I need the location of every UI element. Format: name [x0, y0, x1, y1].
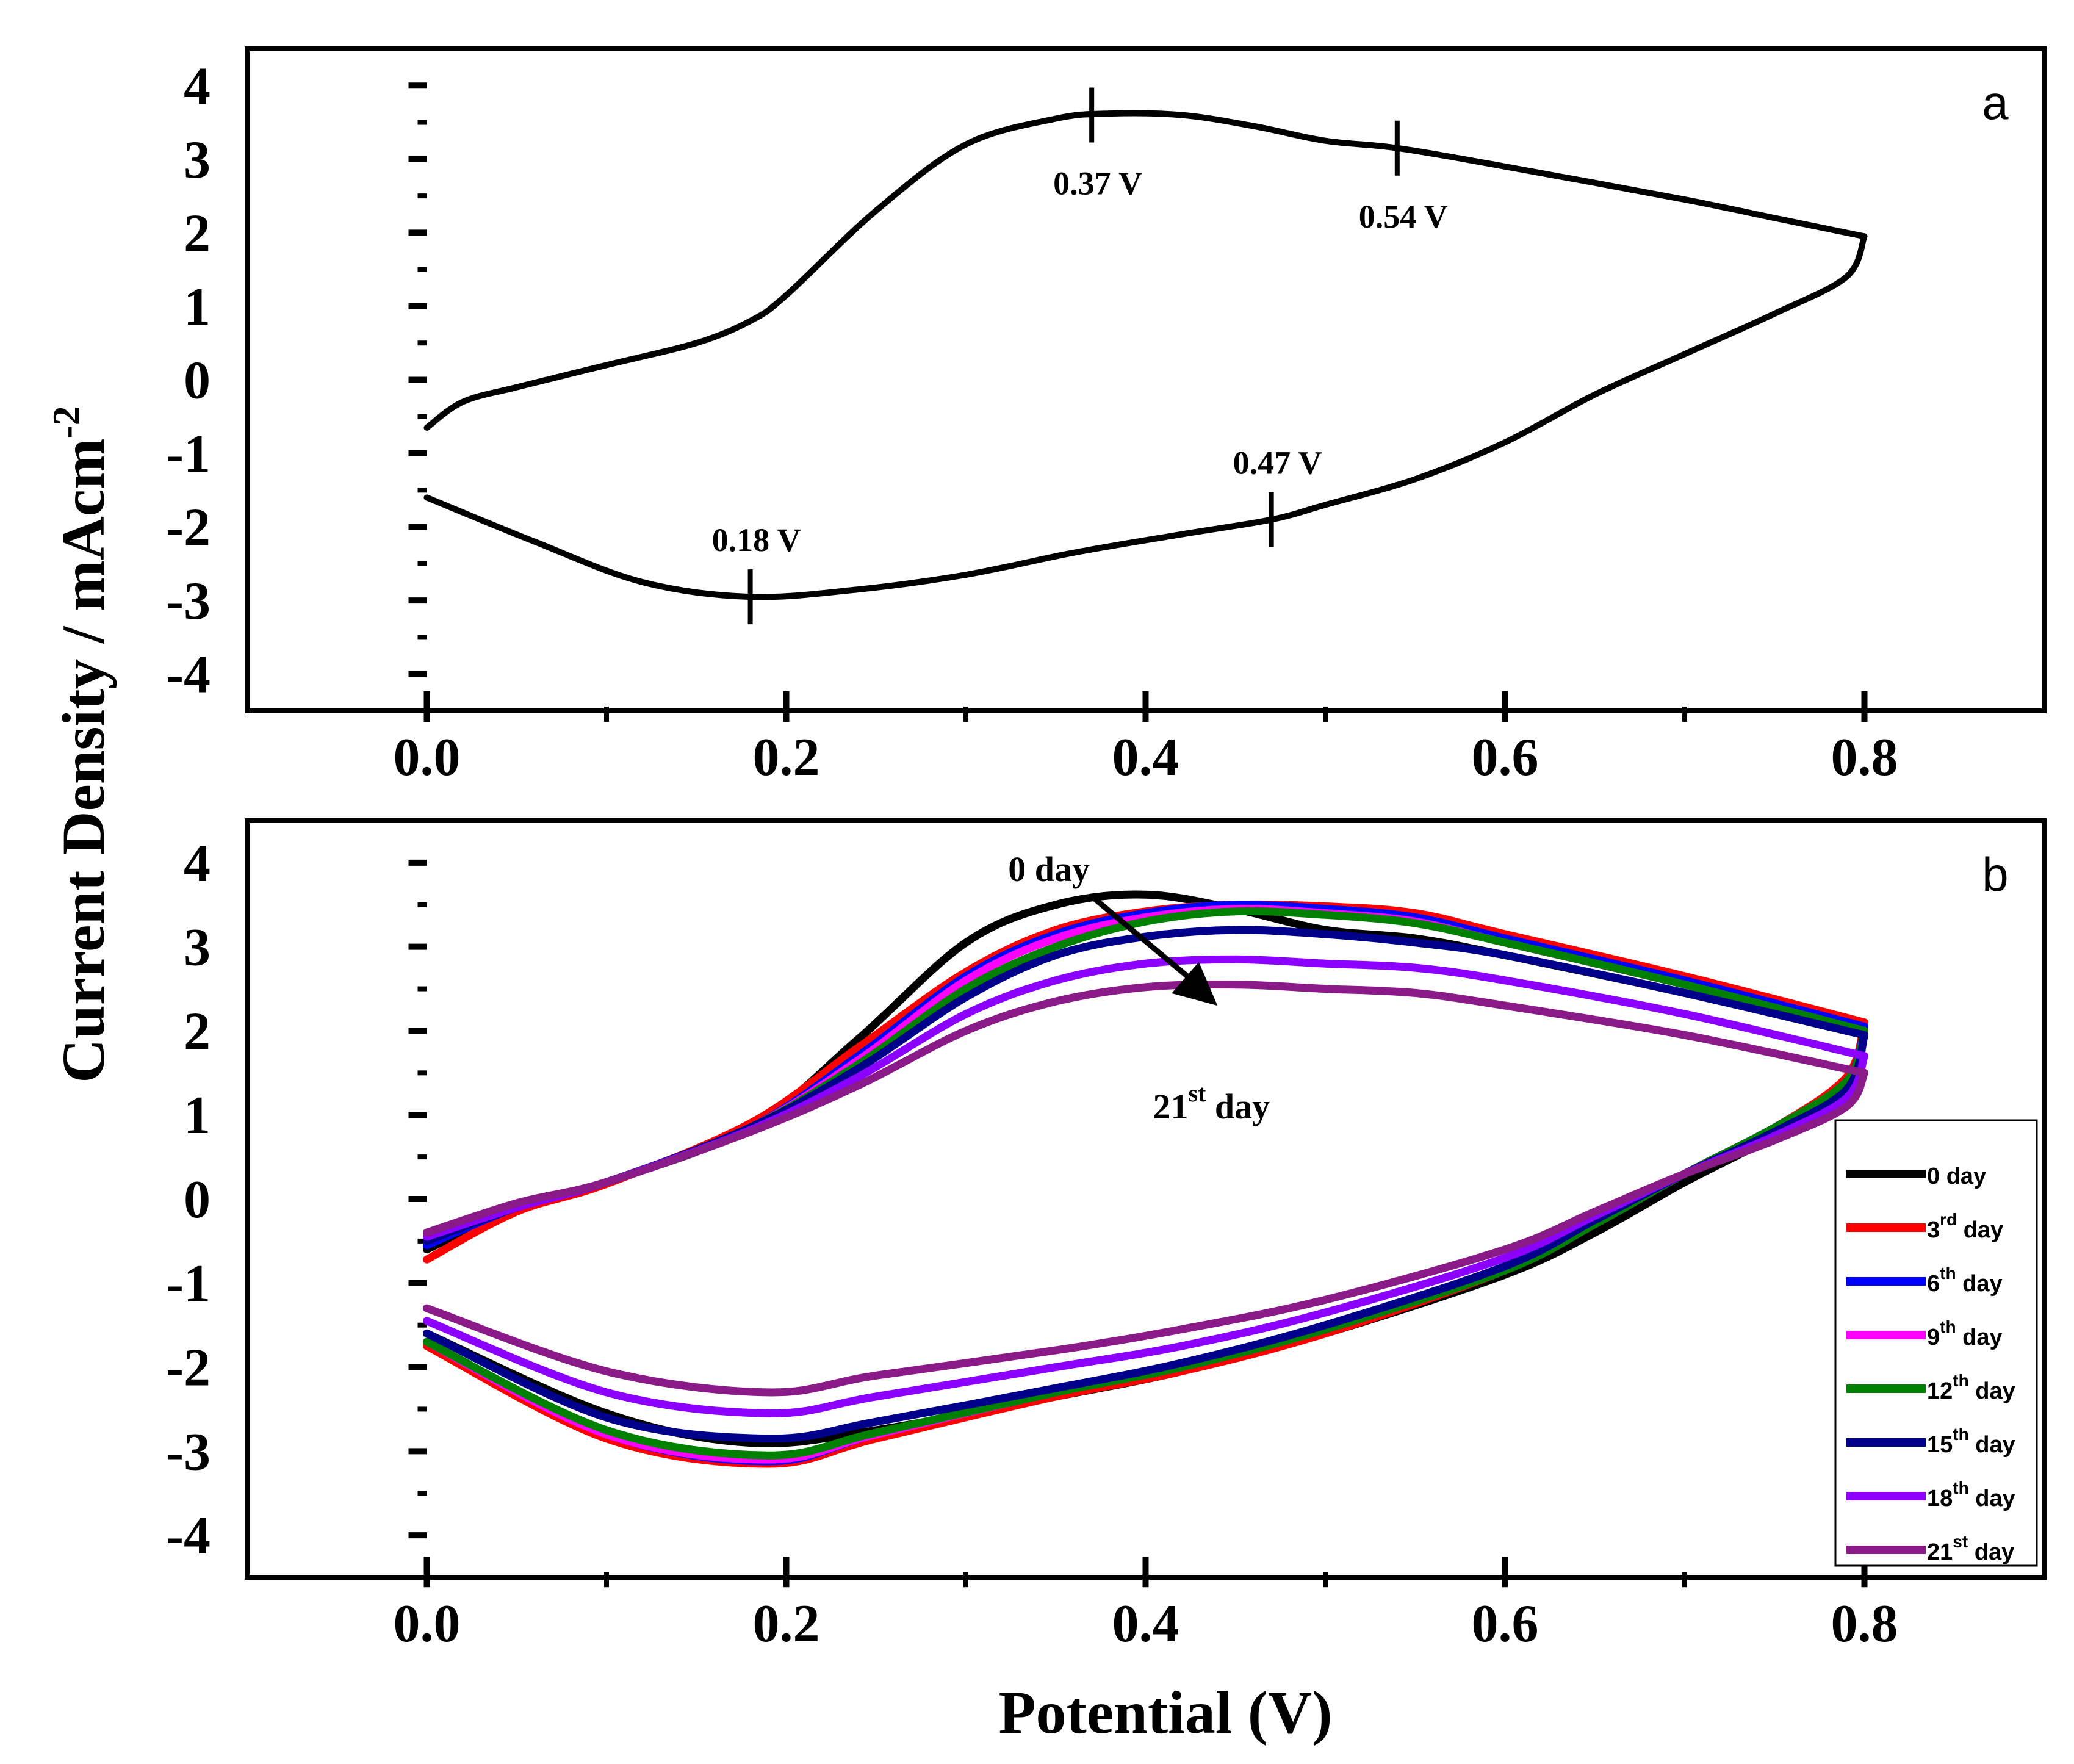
series-line-cathodic-CV: [423, 233, 1868, 600]
y-tick-label-a: 2: [184, 204, 211, 263]
x-tick-label-a: 0.2: [753, 728, 820, 787]
y-tick-label-b: -3: [166, 1422, 211, 1481]
y-tick-label-b: -2: [166, 1339, 211, 1398]
legend-label: 0 day: [1927, 1164, 1986, 1189]
y-tick-label-b: -1: [166, 1255, 211, 1314]
y-tick-label-a: 3: [184, 131, 211, 190]
peak-label: 0.54 V: [1359, 198, 1448, 235]
y-tick-label-a: -1: [166, 425, 211, 484]
legend-label: 18th day: [1927, 1478, 2015, 1511]
x-tick-label-b: 0.4: [1112, 1594, 1179, 1654]
y-tick-label-b: 2: [184, 1002, 211, 1061]
y-tick-label-a: 0: [184, 351, 211, 411]
x-tick-label-a: 0.8: [1831, 728, 1898, 787]
y-axis-title: Current Density / mAcm-2: [45, 406, 117, 1083]
peak-label: 0.18 V: [712, 522, 801, 558]
y-tick-label-a: 4: [184, 57, 211, 116]
panel-letter-b: b: [1982, 848, 2008, 901]
y-tick-label-b: -4: [166, 1507, 211, 1566]
x-tick-label-a: 0.6: [1472, 728, 1539, 787]
x-tick-label-a: 0.0: [394, 728, 461, 787]
arrow-start-label: 0 day: [1008, 849, 1090, 889]
panel-a: a 0.0 0.2 0.4 0.6 0.8 -4 -3 -2 -1 0 1 2 3 4 0.37 V 0.54 …: [166, 46, 2047, 787]
series-line-cathodic-12th-day: [423, 1026, 1868, 1460]
y-tick-label-b: 1: [184, 1086, 211, 1145]
series-line-cathodic-18th-day: [423, 1052, 1868, 1417]
y-axis-title-main: Current Density / mAcm: [49, 439, 117, 1083]
series-line-anodic-CV: [423, 110, 1868, 431]
panel-letter-a: a: [1982, 76, 2009, 129]
legend: 0 day 3rd day 6th day 9th day 12th day 15th d…: [1834, 1119, 2038, 1567]
legend-label: 12th day: [1927, 1371, 2015, 1404]
x-tick-label-b: 0.6: [1472, 1594, 1539, 1654]
trend-arrow-head: [1172, 962, 1218, 1006]
x-tick-label-b: 0.0: [394, 1594, 461, 1654]
legend-label: 9th day: [1927, 1317, 2003, 1350]
y-tick-label-a: 1: [184, 278, 211, 337]
series-line-cathodic-21st-day: [423, 1068, 1868, 1397]
series-line-anodic-21st-day: [423, 980, 1868, 1237]
y-tick-label-b: 4: [184, 834, 211, 893]
plot-frame-a: [245, 46, 2047, 713]
y-tick-label-a: -2: [166, 499, 211, 558]
peak-label: 0.37 V: [1053, 165, 1142, 202]
y-tick-label-b: 0: [184, 1170, 211, 1229]
y-tick-label-a: -3: [166, 572, 211, 631]
legend-label: 3rd day: [1927, 1210, 2003, 1243]
legend-box: [1834, 1119, 2038, 1567]
y-tick-label-a: -4: [166, 646, 211, 705]
x-axis-title: Potential (V): [998, 1679, 1332, 1746]
y-tick-label-b: 3: [184, 918, 211, 977]
x-tick-label-a: 0.4: [1112, 728, 1179, 787]
panel-b: b 0.0 0.2 0.4 0.6 0.8 -4 -3 -2 -1 0 1 2 3 4 0 day 21st d…: [166, 818, 2047, 1654]
series-line-cathodic-9th-day: [423, 1026, 1868, 1464]
x-tick-label-b: 0.8: [1831, 1594, 1898, 1654]
y-axis-title-sup: -2: [45, 406, 88, 438]
legend-label: 21st day: [1927, 1532, 2014, 1565]
arrow-end-label: 21st day: [1153, 1079, 1270, 1126]
x-tick-label-b: 0.2: [753, 1594, 820, 1654]
legend-label: 6th day: [1927, 1264, 2003, 1297]
peak-label: 0.47 V: [1233, 445, 1322, 481]
legend-label: 15th day: [1927, 1425, 2015, 1458]
series-line-cathodic-6th-day: [423, 1023, 1868, 1466]
